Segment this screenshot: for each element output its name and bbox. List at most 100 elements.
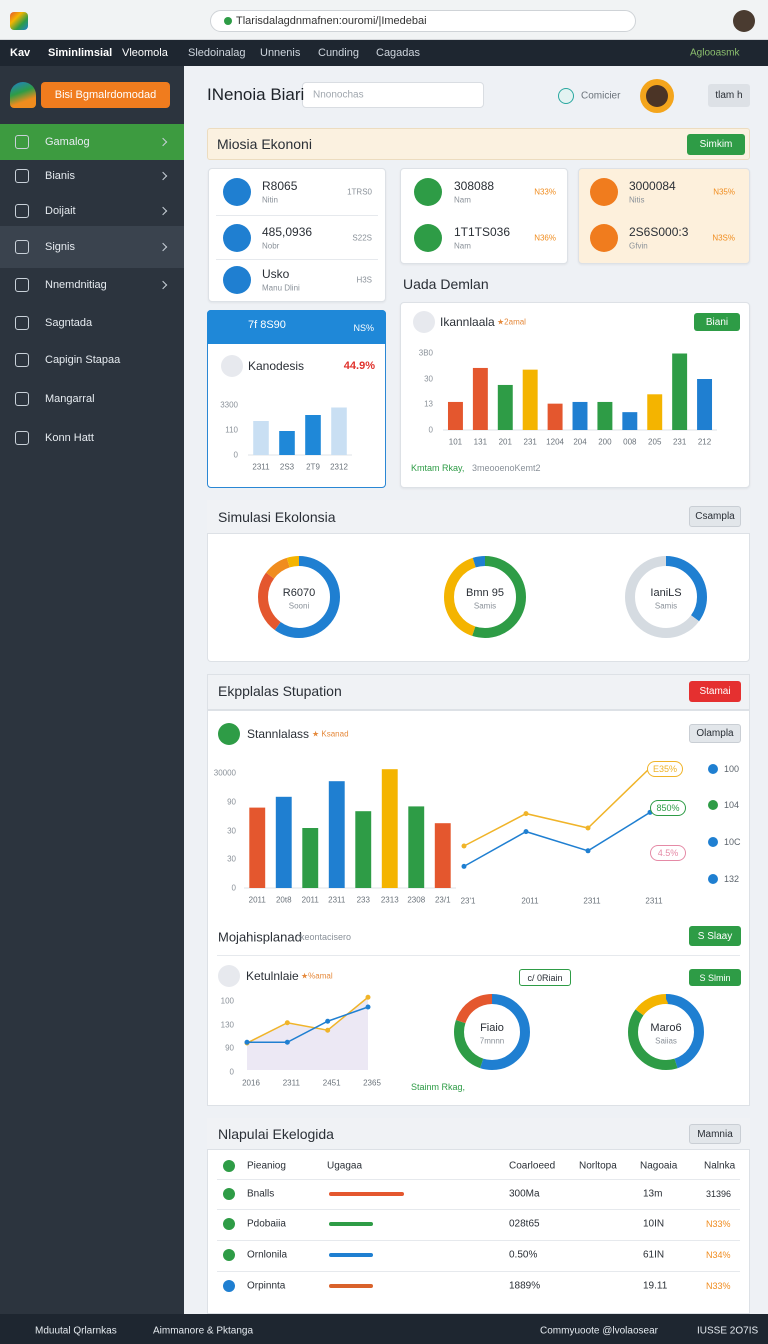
stat-icon <box>414 224 442 252</box>
card <box>400 302 750 488</box>
cell: Bnalls <box>247 1188 275 1200</box>
legend-label: 100 <box>724 764 740 774</box>
y-tick-label: 30 <box>227 826 236 835</box>
x-tick-label: 231 <box>523 437 537 447</box>
x-tick-label: 2365 <box>363 1078 381 1088</box>
legend-label: 104 <box>724 800 740 810</box>
donut-label: IaniLS <box>650 587 682 599</box>
progress-bar <box>329 1192 404 1196</box>
table-button[interactable]: Mamnia <box>689 1124 741 1144</box>
column-header: Pieaniog <box>247 1160 286 1172</box>
menu-item[interactable]: Doijait <box>45 205 76 217</box>
nav-item[interactable]: Sledoinalag <box>188 47 246 59</box>
legend-dot <box>708 837 718 847</box>
x-tick-label: 23'1 <box>460 896 476 906</box>
stat-caption: Nam <box>454 241 471 251</box>
x-tick-label: 233 <box>356 895 370 905</box>
donut-label: R6070 <box>282 587 316 599</box>
donut-sublabel: Saiias <box>655 1036 677 1046</box>
nav-item[interactable]: Cagadas <box>376 47 421 59</box>
menu-icon <box>15 316 29 330</box>
card-value: 44.9% <box>343 360 375 372</box>
legend-dot <box>708 874 718 884</box>
stat-change: H3S <box>356 275 372 285</box>
logo-button[interactable]: Bisi Bgmalrdomodad <box>41 82 170 108</box>
menu-icon <box>15 392 29 406</box>
divider <box>216 215 378 216</box>
table-title: Nlapulai Ekelogida <box>218 1126 334 1142</box>
chart-note: ★%amal <box>301 971 333 981</box>
section-title: Miosia Ekononi <box>217 136 312 152</box>
stat-icon <box>590 224 618 252</box>
url-bar <box>210 10 636 32</box>
menu-icon <box>15 169 29 183</box>
nav-item[interactable]: Kav <box>10 47 31 59</box>
search-box[interactable] <box>302 82 484 108</box>
stat-change: N36% <box>534 233 556 243</box>
section-button[interactable]: Csampla <box>689 506 741 527</box>
nav-item[interactable]: Siminlimsial <box>48 47 113 59</box>
stat-change: N33% <box>534 187 556 197</box>
menu-item[interactable]: Mangarral <box>45 393 95 405</box>
stat-caption: Nobr <box>262 241 280 251</box>
y-tick-label: 30 <box>424 374 433 384</box>
x-tick-label: 2011 <box>248 895 266 905</box>
nav-right[interactable]: Aglooasmk <box>690 47 740 59</box>
donut-sublabel: Sooni <box>288 601 310 611</box>
row-divider <box>217 1209 740 1210</box>
nav-item[interactable]: Cunding <box>318 47 359 59</box>
avatar <box>221 355 243 377</box>
donut-label: Fiaio <box>480 1022 504 1034</box>
x-tick-label: 2311 <box>328 895 346 905</box>
cell: Orpinnta <box>247 1280 286 1292</box>
x-tick-label: 2308 <box>407 895 426 905</box>
panel-title: Stannlalass <box>247 727 310 741</box>
card-title: Kanodesis <box>248 359 305 373</box>
subsection-title: Mojahisplanad <box>218 929 302 945</box>
section-button[interactable]: Stamai <box>689 681 741 702</box>
x-tick-label: 204 <box>573 437 587 447</box>
stat-icon <box>414 178 442 206</box>
y-tick-label: 3300 <box>220 400 238 410</box>
nav-item[interactable]: Unnenis <box>260 47 301 59</box>
x-tick-label: 231 <box>672 437 687 447</box>
subsection-button[interactable]: S Slaay <box>689 926 741 946</box>
menu-item[interactable]: Bianis <box>45 170 75 182</box>
x-tick-label: 2311 <box>583 896 601 906</box>
stat-caption: Gfvin <box>629 241 648 251</box>
section-title: Ekpplalas Stupation <box>218 683 342 699</box>
x-tick-label: 1204 <box>546 437 564 447</box>
x-tick-label: 20t8 <box>275 895 292 905</box>
cell: Pdobaiia <box>247 1218 286 1230</box>
blue-card-header-right: NS% <box>353 323 374 333</box>
x-tick-label: 2451 <box>322 1078 341 1088</box>
header-link[interactable]: Comicier <box>581 90 621 102</box>
chip-button[interactable]: S Slmin <box>689 969 741 986</box>
nav-item[interactable]: Vleomola <box>122 47 168 59</box>
x-tick-label: 200 <box>598 437 612 447</box>
menu-icon <box>15 204 29 218</box>
menu-item[interactable]: Signis <box>45 241 75 253</box>
menu-item[interactable]: Konn Hatt <box>45 432 94 444</box>
progress-bar <box>329 1284 373 1288</box>
menu-item[interactable]: Sagntada <box>45 317 93 329</box>
legend-text: Stainm Rkag, <box>411 1082 466 1092</box>
section-banner <box>207 128 750 160</box>
table-header <box>207 1118 750 1150</box>
panel-button[interactable]: Olampla <box>689 724 741 743</box>
top-nav <box>0 40 768 66</box>
stat-value: 308088 <box>454 179 495 193</box>
menu-item[interactable]: Capigin Stapaa <box>45 354 121 366</box>
card-button[interactable]: Biani <box>694 313 740 331</box>
menu-item[interactable]: Gamalog <box>45 136 90 148</box>
header-button[interactable]: tlam h <box>708 84 750 107</box>
menu-item[interactable]: Nnemdnitiag <box>45 279 107 291</box>
status-text: IUSSE 2O7IS <box>697 1325 759 1337</box>
legend-label: 132 <box>724 874 740 884</box>
chip-button[interactable]: c/ 0Riain <box>519 969 571 986</box>
section-subtitle: Uada Demlan <box>403 276 489 292</box>
x-tick-label: 101 <box>448 437 463 447</box>
donut-label: Bmn 95 <box>466 587 504 599</box>
section-button[interactable]: Simkim <box>687 134 745 155</box>
